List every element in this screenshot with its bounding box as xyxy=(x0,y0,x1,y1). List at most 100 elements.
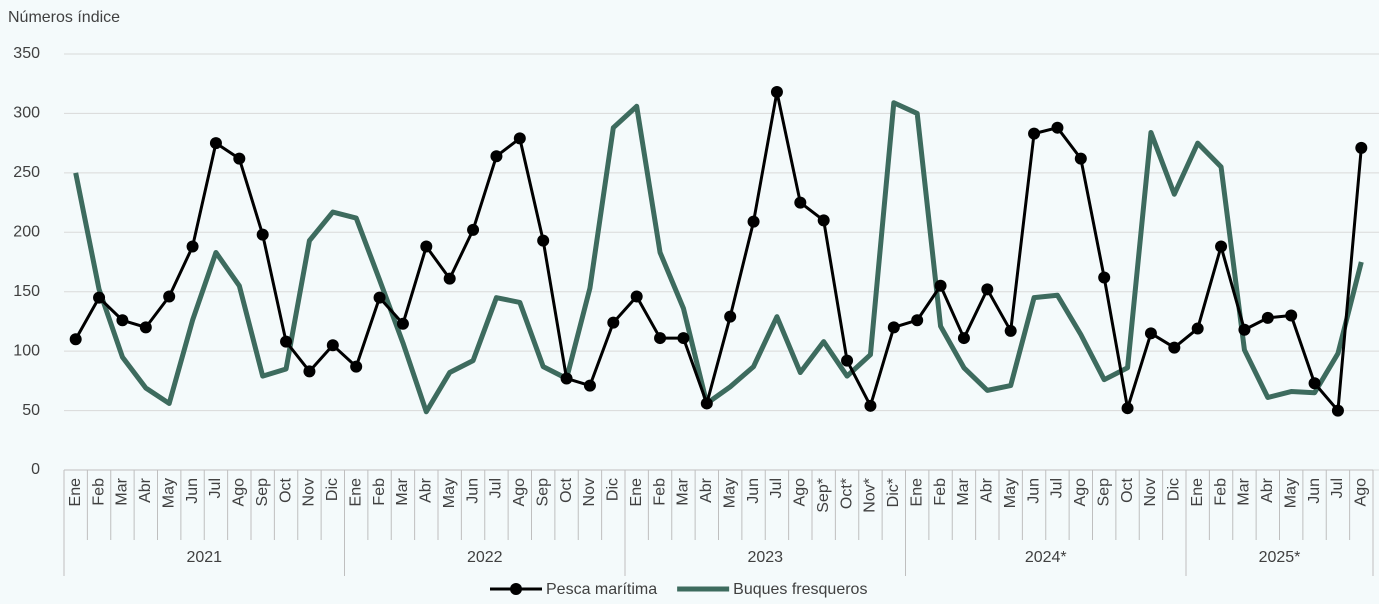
data-point xyxy=(747,215,760,228)
x-tick-label: Dic xyxy=(1166,478,1183,501)
x-tick-label: Ene xyxy=(1189,478,1206,507)
data-point xyxy=(396,317,409,330)
data-point xyxy=(841,354,854,367)
data-point xyxy=(794,196,807,209)
data-point xyxy=(864,399,877,412)
data-point xyxy=(1004,324,1017,337)
y-tick-label: 100 xyxy=(13,342,40,359)
legend-marker xyxy=(510,583,522,595)
y-tick-label: 250 xyxy=(13,164,40,181)
x-tick-label: May xyxy=(160,478,177,508)
x-tick-label: Sep xyxy=(1095,478,1112,507)
data-point xyxy=(326,339,339,352)
x-tick-label: Jun xyxy=(1025,478,1042,504)
data-point xyxy=(1028,127,1041,140)
data-point xyxy=(139,321,152,334)
x-tick-label: Abr xyxy=(698,477,715,503)
x-tick-label: Abr xyxy=(979,477,996,503)
data-point xyxy=(233,152,246,165)
data-point xyxy=(981,283,994,296)
x-tick-label: Oct* xyxy=(838,478,855,509)
x-tick-label: Sep* xyxy=(815,478,832,513)
x-tick-label: Sep xyxy=(534,478,551,507)
x-tick-label: Abr xyxy=(137,477,154,503)
x-tick-label: Ago xyxy=(1353,478,1370,507)
x-tick-label: May xyxy=(1282,478,1299,508)
x-tick-label: Oct xyxy=(277,477,294,502)
data-point xyxy=(280,335,293,348)
x-tick-label: Oct xyxy=(558,477,575,502)
x-tick-label: Mar xyxy=(394,477,411,505)
data-point xyxy=(1144,327,1157,340)
data-point xyxy=(116,314,129,327)
data-point xyxy=(93,291,106,304)
data-point xyxy=(1074,152,1087,165)
data-point xyxy=(887,321,900,334)
data-point xyxy=(770,86,783,99)
x-tick-label: Sep xyxy=(254,478,271,507)
data-point xyxy=(467,223,480,236)
data-point xyxy=(934,279,947,292)
x-tick-label: Nov* xyxy=(862,478,879,513)
x-tick-label: Jun xyxy=(745,478,762,504)
x-tick-label: Abr xyxy=(418,477,435,503)
x-tick-label: Jul xyxy=(207,478,224,498)
data-point xyxy=(1331,404,1344,417)
x-tick-label: Ene xyxy=(347,478,364,507)
group-label: 2022 xyxy=(467,549,503,566)
y-tick-label: 350 xyxy=(13,45,40,62)
data-point xyxy=(513,132,526,145)
data-point xyxy=(1215,240,1228,253)
data-point xyxy=(1355,141,1368,154)
legend-label: Pesca marítima xyxy=(546,581,657,598)
data-point xyxy=(1308,377,1321,390)
x-tick-label: Ene xyxy=(908,478,925,507)
data-point xyxy=(420,240,433,253)
legend-label: Buques fresqueros xyxy=(733,581,867,598)
x-tick-label: May xyxy=(721,478,738,508)
data-point xyxy=(1191,322,1204,335)
x-tick-label: Mar xyxy=(1236,477,1253,505)
x-tick-label: Feb xyxy=(651,478,668,506)
x-tick-label: Dic xyxy=(324,478,341,501)
data-point xyxy=(630,290,643,303)
y-tick-label: 150 xyxy=(13,283,40,300)
x-tick-label: Jun xyxy=(464,478,481,504)
x-tick-label: Ene xyxy=(67,478,84,507)
data-point xyxy=(209,137,222,150)
x-tick-label: Feb xyxy=(932,478,949,506)
data-point xyxy=(1168,341,1181,354)
data-point xyxy=(583,379,596,392)
x-tick-label: Ago xyxy=(792,478,809,507)
data-point xyxy=(69,333,82,346)
y-tick-label: 50 xyxy=(22,402,40,419)
data-point xyxy=(303,365,316,378)
data-point xyxy=(186,240,199,253)
data-point xyxy=(537,234,550,247)
x-tick-label: Oct xyxy=(1119,477,1136,502)
data-point xyxy=(1238,323,1251,336)
data-point xyxy=(163,290,176,303)
data-point xyxy=(817,214,830,227)
y-tick-label: 300 xyxy=(13,105,40,122)
data-point xyxy=(607,316,620,329)
x-tick-label: Nov xyxy=(1142,478,1159,506)
x-tick-label: Mar xyxy=(114,477,131,505)
series-line xyxy=(74,90,1363,413)
group-label: 2024* xyxy=(1025,549,1067,566)
x-tick-label: Jul xyxy=(488,478,505,498)
data-point xyxy=(1285,309,1298,322)
data-point xyxy=(1051,121,1064,134)
x-tick-label: Ene xyxy=(628,478,645,507)
x-tick-label: Mar xyxy=(675,477,692,505)
data-point xyxy=(490,150,503,163)
x-tick-label: Jun xyxy=(184,478,201,504)
x-tick-label: Nov xyxy=(581,478,598,506)
x-tick-label: Dic xyxy=(605,478,622,501)
data-point xyxy=(724,310,737,323)
y-axis-label: Números índice xyxy=(8,9,120,26)
y-tick-label: 200 xyxy=(13,224,40,241)
x-tick-label: Abr xyxy=(1259,477,1276,503)
data-point xyxy=(1261,311,1274,324)
